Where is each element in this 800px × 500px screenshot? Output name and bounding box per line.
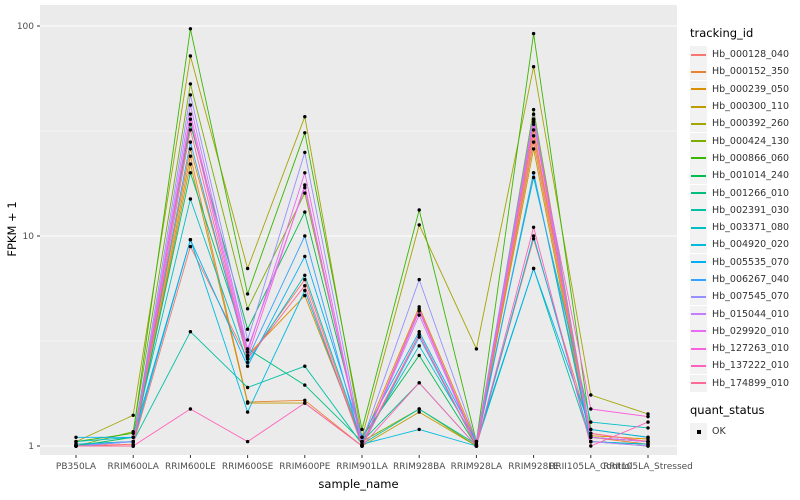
y-tick-label: 100 (17, 22, 34, 32)
legend-item-label: OK (712, 426, 726, 438)
legend-item-Hb_004920_020: Hb_004920_020 (690, 236, 798, 254)
legend-item-Hb_002391_030: Hb_002391_030 (690, 201, 798, 219)
legend-item-Hb_001266_010: Hb_001266_010 (690, 184, 798, 202)
tracking-id-legend-title: tracking_id (690, 26, 754, 40)
legend-item-Hb_007545_070: Hb_007545_070 (690, 288, 798, 306)
line-key-icon (690, 167, 707, 185)
legend-item-Hb_000300_110: Hb_000300_110 (690, 98, 798, 116)
legend-item-label: Hb_002391_030 (712, 204, 790, 216)
x-tick-label: RRIM600LE (165, 462, 216, 472)
legend-item-label: Hb_137222_010 (712, 360, 790, 372)
legend-item-label: Hb_000866_060 (712, 152, 790, 164)
x-tick-label: RRIM928LA (451, 462, 503, 472)
legend: tracking_id Hb_000128_040 Hb_000152_350 Hb… (690, 26, 798, 441)
line-key-icon (690, 80, 707, 98)
data-points (74, 27, 650, 448)
quant-status-legend: quant_status OK (690, 402, 798, 441)
legend-item-Hb_127263_010: Hb_127263_010 (690, 340, 798, 358)
legend-item-Hb_001014_240: Hb_001014_240 (690, 167, 798, 185)
legend-item-label: Hb_000152_350 (712, 66, 790, 78)
tracking-id-legend-items: Hb_000128_040 Hb_000152_350 Hb_000239_050 H… (690, 46, 798, 392)
x-tick-label: RRII105LA_Stressed (603, 462, 693, 472)
legend-item-label: Hb_000300_110 (712, 101, 790, 113)
legend-item-Hb_137222_010: Hb_137222_010 (690, 357, 798, 375)
y-tick-label: 10 (23, 232, 35, 242)
x-tick-label: RRIM928BA (393, 462, 446, 472)
x-tick-label: RRIM928LE (508, 462, 559, 472)
line-key-icon (690, 288, 707, 306)
x-tick-label: RRIM600LA (107, 462, 159, 472)
x-tick-labels: PB350LA RRIM600LA RRIM600LE RRIM600SE RRIM60… (56, 462, 693, 472)
x-tick-label: PB350LA (56, 462, 97, 472)
legend-item-label: Hb_174899_010 (712, 377, 790, 389)
legend-item-Hb_000152_350: Hb_000152_350 (690, 63, 798, 81)
legend-item-Hb_000424_130: Hb_000424_130 (690, 132, 798, 150)
legend-item-label: Hb_029920_010 (712, 325, 790, 337)
legend-item-label: Hb_001014_240 (712, 170, 790, 182)
legend-item-label: Hb_000424_130 (712, 135, 790, 147)
legend-item-Hb_005535_070: Hb_005535_070 (690, 253, 798, 271)
line-key-icon (690, 98, 707, 116)
legend-item-Hb_015044_010: Hb_015044_010 (690, 305, 798, 323)
line-key-icon (690, 236, 707, 254)
line-key-icon (690, 305, 707, 323)
x-tick-label: RRII105LA_Control (549, 462, 632, 472)
legend-item-Hb_174899_010: Hb_174899_010 (690, 374, 798, 392)
point-key-icon (690, 423, 707, 441)
axis-ticks (37, 25, 649, 458)
legend-item-label: Hb_127263_010 (712, 343, 790, 355)
legend-item-label: Hb_006267_040 (712, 274, 790, 285)
legend-item-Hb_003371_080: Hb_003371_080 (690, 219, 798, 237)
legend-item-Hb_029920_010: Hb_029920_010 (690, 322, 798, 340)
legend-item-Hb_000392_260: Hb_000392_260 (690, 115, 798, 133)
quant-status-legend-title: quant_status (690, 402, 765, 417)
line-key-icon (690, 63, 707, 81)
legend-item-label: Hb_000392_260 (712, 118, 790, 130)
x-tick-label: RRIM901LA (336, 462, 388, 472)
line-key-icon (690, 219, 707, 237)
y-tick-label: 1 (28, 442, 34, 452)
line-key-icon (690, 184, 707, 202)
legend-item-Hb_000239_050: Hb_000239_050 (690, 80, 798, 98)
legend-item-Hb_000128_040: Hb_000128_040 (690, 46, 798, 64)
legend-item-label: Hb_005535_070 (712, 256, 790, 268)
line-key-icon (690, 115, 707, 133)
legend-item-Hb_006267_040: Hb_006267_040 (690, 271, 798, 288)
line-key-icon (690, 201, 707, 219)
x-tick-label: RRIM600PE (279, 462, 331, 472)
legend-item-label: Hb_007545_070 (712, 291, 790, 303)
x-tick-label: RRIM600SE (222, 462, 274, 472)
legend-item-label: Hb_000128_040 (712, 49, 790, 61)
line-key-icon (690, 271, 707, 288)
legend-item-label: Hb_001266_010 (712, 187, 790, 199)
legend-item-label: Hb_000239_050 (712, 83, 790, 95)
legend-item: OK (690, 423, 798, 441)
legend-item-label: Hb_015044_010 (712, 308, 790, 320)
x-axis-title: sample_name (318, 477, 399, 491)
line-key-icon (690, 253, 707, 271)
y-tick-labels: 1 10 100 (17, 22, 34, 452)
legend-item-label: Hb_004920_020 (712, 239, 790, 251)
line-key-icon (690, 46, 707, 64)
line-key-icon (690, 374, 707, 392)
line-key-icon (690, 149, 707, 167)
line-key-icon (690, 357, 707, 375)
y-axis-title: FPKM + 1 (5, 201, 19, 257)
line-key-icon (690, 322, 707, 340)
legend-item-Hb_000866_060: Hb_000866_060 (690, 149, 798, 167)
legend-item-label: Hb_003371_080 (712, 222, 790, 234)
line-key-icon (690, 132, 707, 150)
line-key-icon (690, 340, 707, 358)
